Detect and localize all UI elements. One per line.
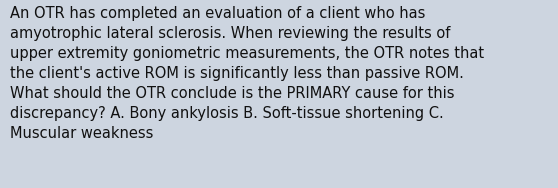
Text: An OTR has completed an evaluation of a client who has
amyotrophic lateral scler: An OTR has completed an evaluation of a …: [10, 6, 484, 141]
